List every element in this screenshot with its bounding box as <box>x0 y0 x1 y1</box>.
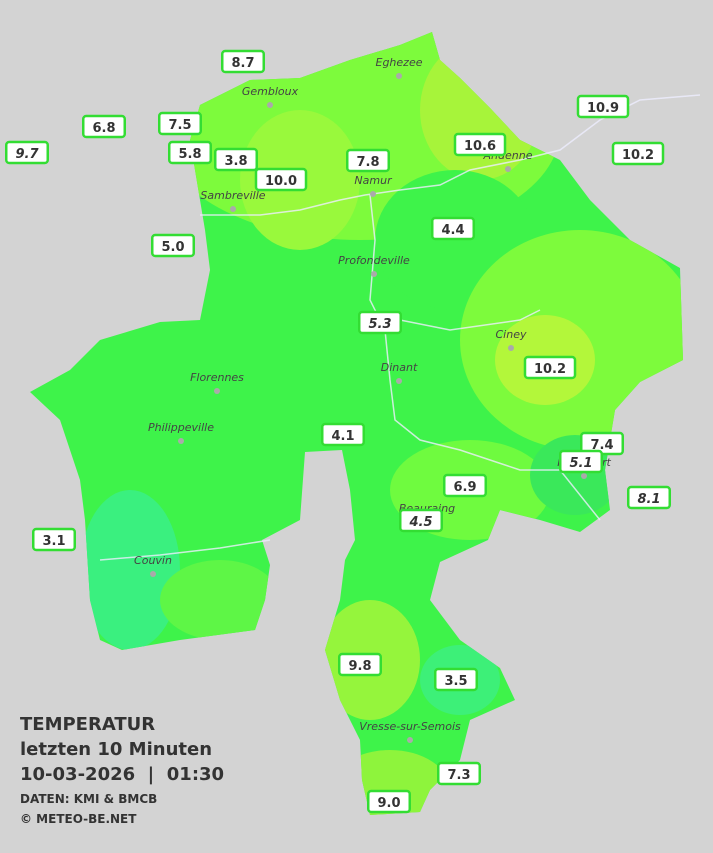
station-box <box>627 485 671 510</box>
town-name: Eghezee <box>376 56 423 69</box>
legend-period: letzten 10 Minuten <box>20 739 212 760</box>
station-value: 10.2 <box>534 362 566 377</box>
station-box <box>437 761 481 786</box>
station-box <box>82 114 126 139</box>
station-value: 4.1 <box>331 429 354 444</box>
station-box <box>221 49 265 74</box>
town-dot <box>267 102 273 108</box>
station-box <box>434 667 478 692</box>
legend-copyright: © METEO-BE.NET <box>20 812 137 826</box>
station-value: 7.4 <box>590 438 613 453</box>
town-name: Profondeville <box>338 254 410 267</box>
station-box <box>5 140 49 165</box>
station-box <box>254 167 308 192</box>
town-dot <box>150 571 156 577</box>
legend-source: DATEN: KMI & BMCB <box>20 792 157 806</box>
station-value: 7.3 <box>447 768 470 783</box>
station-value: 3.1 <box>42 534 65 549</box>
station-value: 8.7 <box>231 56 254 71</box>
station-box <box>559 449 603 474</box>
town-name: Ciney <box>496 328 527 341</box>
station-box <box>523 355 577 380</box>
stations: 8.7 6.8 7.5 9.7 5.8 3.8 10.0 7.8 10.6 10.9 10.2 5.0… <box>5 49 671 814</box>
station-value: 7.5 <box>168 118 191 133</box>
station-value: 6.9 <box>453 480 476 495</box>
town-dot <box>371 271 377 277</box>
station-box <box>399 508 443 533</box>
station-box <box>321 422 365 447</box>
rivers <box>99 94 701 561</box>
town-name: Dinant <box>381 361 418 374</box>
town-dot <box>396 378 402 384</box>
station-value: 9.7 <box>15 147 39 162</box>
legend-title: TEMPERATUR <box>20 714 155 735</box>
legend-datetime: 10-03-2026 | 01:30 <box>20 764 224 785</box>
station-value: 10.0 <box>265 174 297 189</box>
station-box <box>158 111 202 136</box>
station-box <box>346 148 390 173</box>
town-name: Sambreville <box>200 189 265 202</box>
town-dot <box>370 191 376 197</box>
station-value: 3.5 <box>444 674 467 689</box>
town-dot <box>508 345 514 351</box>
station-value: 5.0 <box>161 240 184 255</box>
station-value: 9.8 <box>348 659 371 674</box>
station-box <box>453 132 507 157</box>
station-value: 5.8 <box>178 147 201 162</box>
town-name: Namur <box>354 174 393 187</box>
town-name: Gembloux <box>242 85 299 98</box>
town-name: Vresse-sur-Semois <box>359 720 461 733</box>
legend: TEMPERATUR letzten 10 Minuten 10-03-2026… <box>20 714 224 826</box>
town-name: Couvin <box>134 554 172 567</box>
town-dot <box>214 388 220 394</box>
town-dot <box>505 166 511 172</box>
town-dot <box>178 438 184 444</box>
station-box <box>151 233 195 258</box>
station-box <box>611 141 665 166</box>
station-box <box>32 527 76 552</box>
station-value: 5.3 <box>368 317 391 332</box>
station-value: 10.2 <box>622 148 654 163</box>
station-value: 10.9 <box>587 101 619 116</box>
station-box <box>367 789 411 814</box>
station-value: 9.0 <box>377 796 400 811</box>
station-box <box>576 94 630 119</box>
station-box <box>338 652 382 677</box>
town-name: Philippeville <box>148 421 214 434</box>
station-value: 10.6 <box>464 139 496 154</box>
station-box <box>431 216 475 241</box>
station-box <box>358 310 402 335</box>
station-value: 4.5 <box>408 515 432 530</box>
town-dot <box>581 473 587 479</box>
station-value: 8.1 <box>637 492 660 507</box>
station-value: 7.8 <box>356 155 379 170</box>
station-value: 4.4 <box>441 223 464 238</box>
town-dot <box>396 73 402 79</box>
station-value: 3.8 <box>224 154 247 169</box>
station-value: 5.1 <box>569 456 592 471</box>
station-box <box>214 147 258 172</box>
town-name: Florennes <box>190 371 244 384</box>
town-dot <box>230 206 236 212</box>
station-value: 6.8 <box>92 121 115 136</box>
station-box <box>168 140 212 165</box>
town-dot <box>407 737 413 743</box>
station-box <box>443 473 487 498</box>
